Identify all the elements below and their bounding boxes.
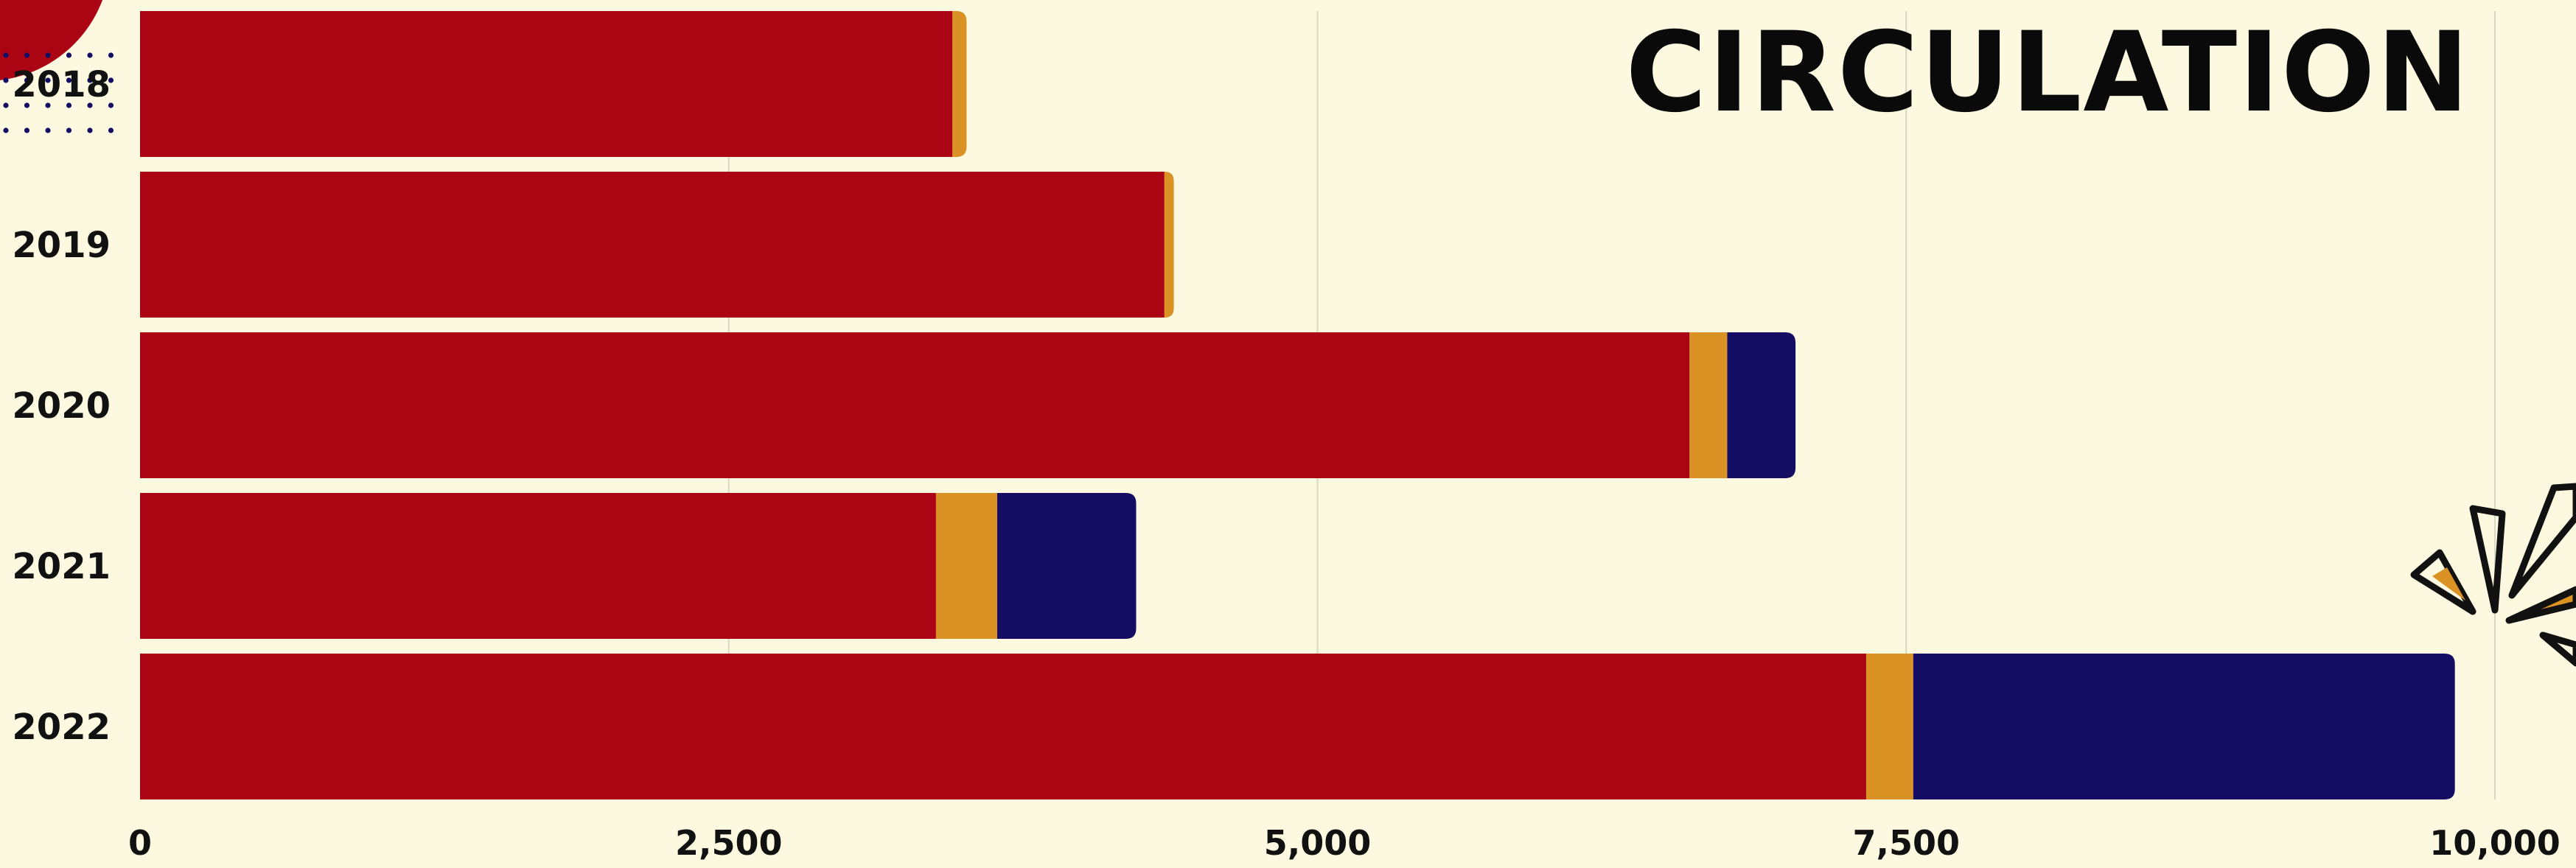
decor-dot-10 [87,77,93,83]
bar-2018-segment-1 [952,11,967,157]
starburst-icon [2410,483,2576,667]
bars [140,11,2455,799]
bar-2018-segment-0 [140,11,953,157]
decor-dot-16 [87,102,93,108]
bar-2021-segment-0 [140,493,936,639]
x-tick-label-4: 10,000 [2429,823,2561,863]
decor-dot-14 [45,102,51,108]
category-label-2021: 2021 [12,546,111,587]
bar-2021-segment-1 [935,493,997,639]
decor-dot-2 [45,52,51,58]
decor-dot-7 [24,77,30,83]
dot-grid-decoration [3,52,114,133]
category-label-2020: 2020 [12,385,111,427]
decor-dot-20 [45,127,51,133]
bar-2021-segment-2 [996,493,1137,639]
red-circle-decoration [0,0,103,80]
x-tick-label-3: 7,500 [1852,823,1960,863]
decor-dot-12 [3,102,9,108]
bar-2022-segment-1 [1865,654,1913,799]
decor-dot-8 [45,77,51,83]
bar-2020-segment-1 [1689,332,1728,478]
x-tick-label-2: 5,000 [1264,823,1372,863]
bar-2020-segment-2 [1727,332,1796,478]
category-label-2019: 2019 [12,225,111,266]
bar-2022-segment-0 [140,654,1866,799]
decor-dot-13 [24,102,30,108]
decor-dot-18 [3,127,9,133]
decor-dot-21 [66,127,72,133]
decor-dot-0 [3,52,9,58]
decor-dot-6 [3,77,9,83]
decor-dot-1 [24,52,30,58]
bar-2019-segment-0 [140,172,1165,318]
decor-dot-3 [66,52,72,58]
decor-dot-19 [24,127,30,133]
bar-2019-segment-1 [1164,172,1174,318]
category-label-2018: 2018 [12,64,111,105]
bar-2022-segment-2 [1913,654,2455,799]
decor-dot-5 [108,52,114,58]
chart-title: CIRCULATION [1626,9,2471,137]
bar-2020-segment-0 [140,332,1690,478]
decor-dot-23 [108,127,114,133]
decor-dot-4 [87,52,93,58]
decor-dot-11 [108,77,114,83]
category-label-2022: 2022 [12,707,111,748]
x-axis-tick-labels: 0 2,500 5,000 7,500 10,000 [128,823,2561,863]
x-tick-label-1: 2,500 [675,823,783,863]
category-labels: 2018 2019 2020 2021 2022 [12,64,111,748]
decor-dot-9 [66,77,72,83]
x-tick-label-0: 0 [128,823,152,863]
decor-dot-17 [108,102,114,108]
decor-dot-15 [66,102,72,108]
decor-dot-22 [87,127,93,133]
